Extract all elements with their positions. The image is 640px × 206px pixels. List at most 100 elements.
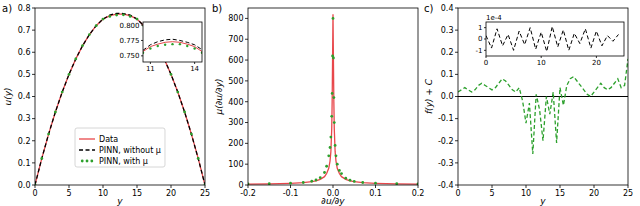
x-tick bbox=[205, 185, 206, 188]
y-tick-label: -0.1 bbox=[438, 114, 454, 123]
x-tick-label: 5 bbox=[66, 189, 71, 198]
y-tick bbox=[455, 8, 458, 9]
y-tick bbox=[32, 118, 35, 119]
x-tick bbox=[150, 62, 151, 64]
y-tick-label: 0.1 bbox=[18, 159, 31, 168]
series-point bbox=[197, 157, 200, 160]
x-tick-label: 10 bbox=[537, 59, 546, 67]
series-point bbox=[340, 172, 343, 175]
series-point bbox=[331, 92, 334, 95]
series-line bbox=[35, 13, 205, 185]
x-tick-label: 0.1 bbox=[369, 189, 382, 198]
y-tick bbox=[455, 118, 458, 119]
y-tick bbox=[141, 40, 143, 41]
y-tick bbox=[141, 55, 143, 56]
y-tick-label: 0.8 bbox=[18, 4, 31, 13]
frame bbox=[248, 8, 418, 185]
series-point bbox=[374, 182, 377, 185]
series-point bbox=[344, 177, 347, 180]
inset-background bbox=[486, 22, 624, 56]
series-point bbox=[136, 18, 139, 21]
y-tick-label: 0.2 bbox=[441, 48, 454, 57]
series-point bbox=[186, 45, 188, 47]
series-point bbox=[81, 44, 84, 47]
series-point bbox=[329, 136, 332, 139]
legend-label: PINN, with μ bbox=[99, 157, 148, 166]
series-point bbox=[170, 73, 173, 76]
panel-title: c) bbox=[424, 3, 433, 14]
y-tick bbox=[455, 96, 458, 97]
y-tick-label: -0.3 bbox=[438, 159, 454, 168]
x-tick bbox=[628, 185, 629, 188]
series-point bbox=[353, 180, 356, 183]
y-tick-label: 0.0 bbox=[18, 181, 31, 190]
x-tick-label: 0 bbox=[484, 59, 488, 67]
y-tick-label: 0 bbox=[478, 35, 482, 43]
frame bbox=[143, 22, 202, 62]
y-tick bbox=[32, 74, 35, 75]
x-tick bbox=[486, 56, 487, 58]
x-tick-label: 10 bbox=[521, 189, 531, 198]
x-tick bbox=[137, 185, 138, 188]
series-point bbox=[183, 111, 186, 114]
series-line bbox=[143, 42, 202, 52]
offset-label: 1e-4 bbox=[486, 14, 502, 22]
y-tick bbox=[245, 39, 248, 40]
y-tick-label: 600 bbox=[228, 56, 243, 65]
plot-area bbox=[143, 39, 202, 54]
y-tick bbox=[32, 185, 35, 186]
y-tick-label: 0.1 bbox=[441, 70, 454, 79]
y-tick bbox=[455, 30, 458, 31]
y-tick-label: 0.3 bbox=[18, 114, 31, 123]
series-point bbox=[40, 157, 43, 160]
series-point bbox=[335, 154, 338, 157]
y-tick-label: 0.0 bbox=[441, 92, 454, 101]
panel-title: a) bbox=[2, 3, 12, 14]
y-tick bbox=[245, 60, 248, 61]
y-tick-label: 1 bbox=[478, 24, 482, 32]
y-tick bbox=[484, 50, 486, 51]
y-tick-label: 0.4 bbox=[18, 92, 31, 101]
y-tick bbox=[32, 162, 35, 163]
x-tick bbox=[194, 62, 195, 64]
y-tick-label: -1 bbox=[476, 47, 483, 55]
x-tick bbox=[69, 185, 70, 188]
y-tick bbox=[245, 122, 248, 123]
x-tick-label: 0 bbox=[32, 189, 37, 198]
x-axis-label: ∂u/∂y bbox=[321, 196, 345, 206]
y-tick-label: 400 bbox=[228, 98, 243, 107]
series-point bbox=[193, 47, 195, 49]
y-tick bbox=[245, 185, 248, 186]
series-point bbox=[315, 179, 318, 182]
series-point bbox=[164, 44, 166, 46]
inset-axes: 01020-1011e-4 bbox=[476, 14, 624, 67]
y-tick bbox=[141, 25, 143, 26]
y-tick bbox=[32, 30, 35, 31]
x-tick bbox=[375, 185, 376, 188]
series-point bbox=[179, 43, 181, 45]
series-line bbox=[458, 59, 628, 154]
series-line bbox=[35, 14, 205, 185]
y-tick-label: 0.5 bbox=[18, 70, 31, 79]
series-point bbox=[349, 179, 352, 182]
x-tick-label: 15 bbox=[132, 189, 142, 198]
series-point bbox=[149, 47, 151, 49]
zero-line bbox=[458, 96, 628, 97]
x-tick-label: 0 bbox=[455, 189, 460, 198]
legend-label: Data bbox=[99, 135, 118, 144]
y-tick bbox=[245, 80, 248, 81]
plot-area bbox=[35, 13, 205, 185]
y-tick-label: -0.2 bbox=[438, 137, 454, 146]
axes: 0510152025-0.4-0.3-0.2-0.10.00.10.20.30.… bbox=[424, 3, 633, 206]
y-tick bbox=[484, 39, 486, 40]
series-line bbox=[486, 27, 618, 52]
x-tick bbox=[35, 185, 36, 188]
y-axis-label: u(y) bbox=[3, 87, 13, 105]
x-tick-label: 14 bbox=[190, 65, 199, 73]
series-point bbox=[61, 91, 64, 94]
series-point bbox=[68, 73, 71, 76]
y-tick-label: 0.775 bbox=[119, 37, 139, 45]
y-tick bbox=[455, 162, 458, 163]
series-point bbox=[47, 133, 50, 136]
y-tick bbox=[245, 143, 248, 144]
